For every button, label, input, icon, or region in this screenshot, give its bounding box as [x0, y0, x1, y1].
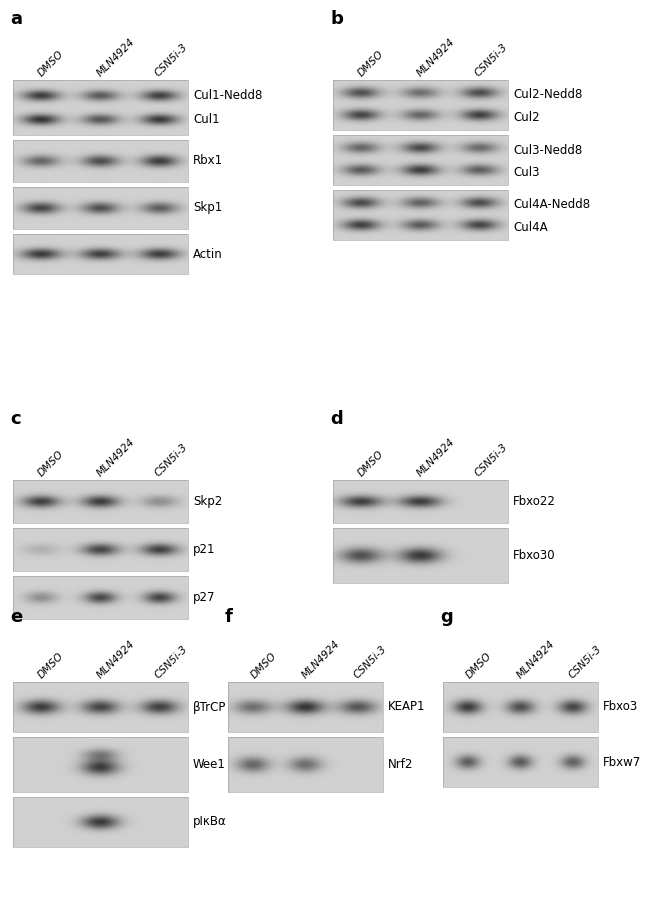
Text: Skp1: Skp1: [193, 201, 222, 215]
Text: pIκBα: pIκBα: [193, 815, 227, 829]
Text: MLN4924: MLN4924: [415, 36, 456, 78]
Text: MLN4924: MLN4924: [95, 36, 136, 78]
Bar: [13, 80, 188, 135]
Text: CSN5i-3: CSN5i-3: [473, 41, 510, 78]
Text: Cul3-Nedd8: Cul3-Nedd8: [513, 144, 582, 156]
Bar: [228, 682, 383, 732]
Text: Cul1-Nedd8: Cul1-Nedd8: [193, 89, 263, 101]
Text: c: c: [10, 410, 21, 428]
Text: DMSO: DMSO: [249, 650, 278, 680]
Text: KEAP1: KEAP1: [388, 700, 426, 714]
Text: Cul3: Cul3: [513, 166, 540, 179]
Text: MLN4924: MLN4924: [300, 638, 342, 680]
Bar: [13, 234, 188, 274]
Text: DMSO: DMSO: [36, 48, 66, 78]
Text: Cul1: Cul1: [193, 113, 220, 126]
Text: d: d: [330, 410, 343, 428]
Text: Fbxo22: Fbxo22: [513, 495, 556, 508]
Text: MLN4924: MLN4924: [415, 436, 456, 478]
Bar: [443, 682, 598, 732]
Text: a: a: [10, 10, 22, 28]
Text: MLN4924: MLN4924: [95, 436, 136, 478]
Text: f: f: [225, 608, 233, 626]
Text: e: e: [10, 608, 22, 626]
Bar: [333, 80, 508, 130]
Bar: [13, 576, 188, 619]
Text: MLN4924: MLN4924: [95, 638, 136, 680]
Text: DMSO: DMSO: [463, 650, 493, 680]
Text: Nrf2: Nrf2: [388, 758, 413, 771]
Text: Cul2: Cul2: [513, 111, 540, 124]
Text: Skp2: Skp2: [193, 495, 222, 508]
Text: p27: p27: [193, 591, 216, 604]
Text: CSN5i-3: CSN5i-3: [352, 643, 389, 680]
Bar: [333, 480, 508, 523]
Text: g: g: [440, 608, 453, 626]
Bar: [443, 737, 598, 787]
Bar: [13, 797, 188, 847]
Text: Rbx1: Rbx1: [193, 154, 223, 168]
Text: DMSO: DMSO: [36, 650, 66, 680]
Bar: [13, 480, 188, 523]
Text: Cul4A: Cul4A: [513, 221, 547, 234]
Text: Fbxo3: Fbxo3: [603, 700, 638, 714]
Bar: [333, 135, 508, 185]
Text: βTrCP: βTrCP: [193, 700, 226, 714]
Bar: [13, 737, 188, 792]
Text: b: b: [330, 10, 343, 28]
Text: DMSO: DMSO: [36, 448, 66, 478]
Bar: [13, 187, 188, 229]
Bar: [228, 737, 383, 792]
Bar: [333, 190, 508, 240]
Bar: [13, 528, 188, 571]
Text: CSN5i-3: CSN5i-3: [153, 643, 190, 680]
Bar: [333, 528, 508, 583]
Text: CSN5i-3: CSN5i-3: [153, 41, 190, 78]
Bar: [13, 682, 188, 732]
Text: MLN4924: MLN4924: [515, 638, 557, 680]
Bar: [13, 140, 188, 182]
Text: CSN5i-3: CSN5i-3: [567, 643, 604, 680]
Text: p21: p21: [193, 543, 216, 556]
Text: DMSO: DMSO: [356, 48, 386, 78]
Text: CSN5i-3: CSN5i-3: [473, 442, 510, 478]
Text: Fbxw7: Fbxw7: [603, 755, 642, 769]
Text: Cul2-Nedd8: Cul2-Nedd8: [513, 89, 582, 101]
Text: Cul4A-Nedd8: Cul4A-Nedd8: [513, 198, 590, 212]
Text: DMSO: DMSO: [356, 448, 386, 478]
Text: Wee1: Wee1: [193, 758, 226, 771]
Text: Actin: Actin: [193, 248, 223, 260]
Text: CSN5i-3: CSN5i-3: [153, 442, 190, 478]
Text: Fbxo30: Fbxo30: [513, 549, 556, 562]
